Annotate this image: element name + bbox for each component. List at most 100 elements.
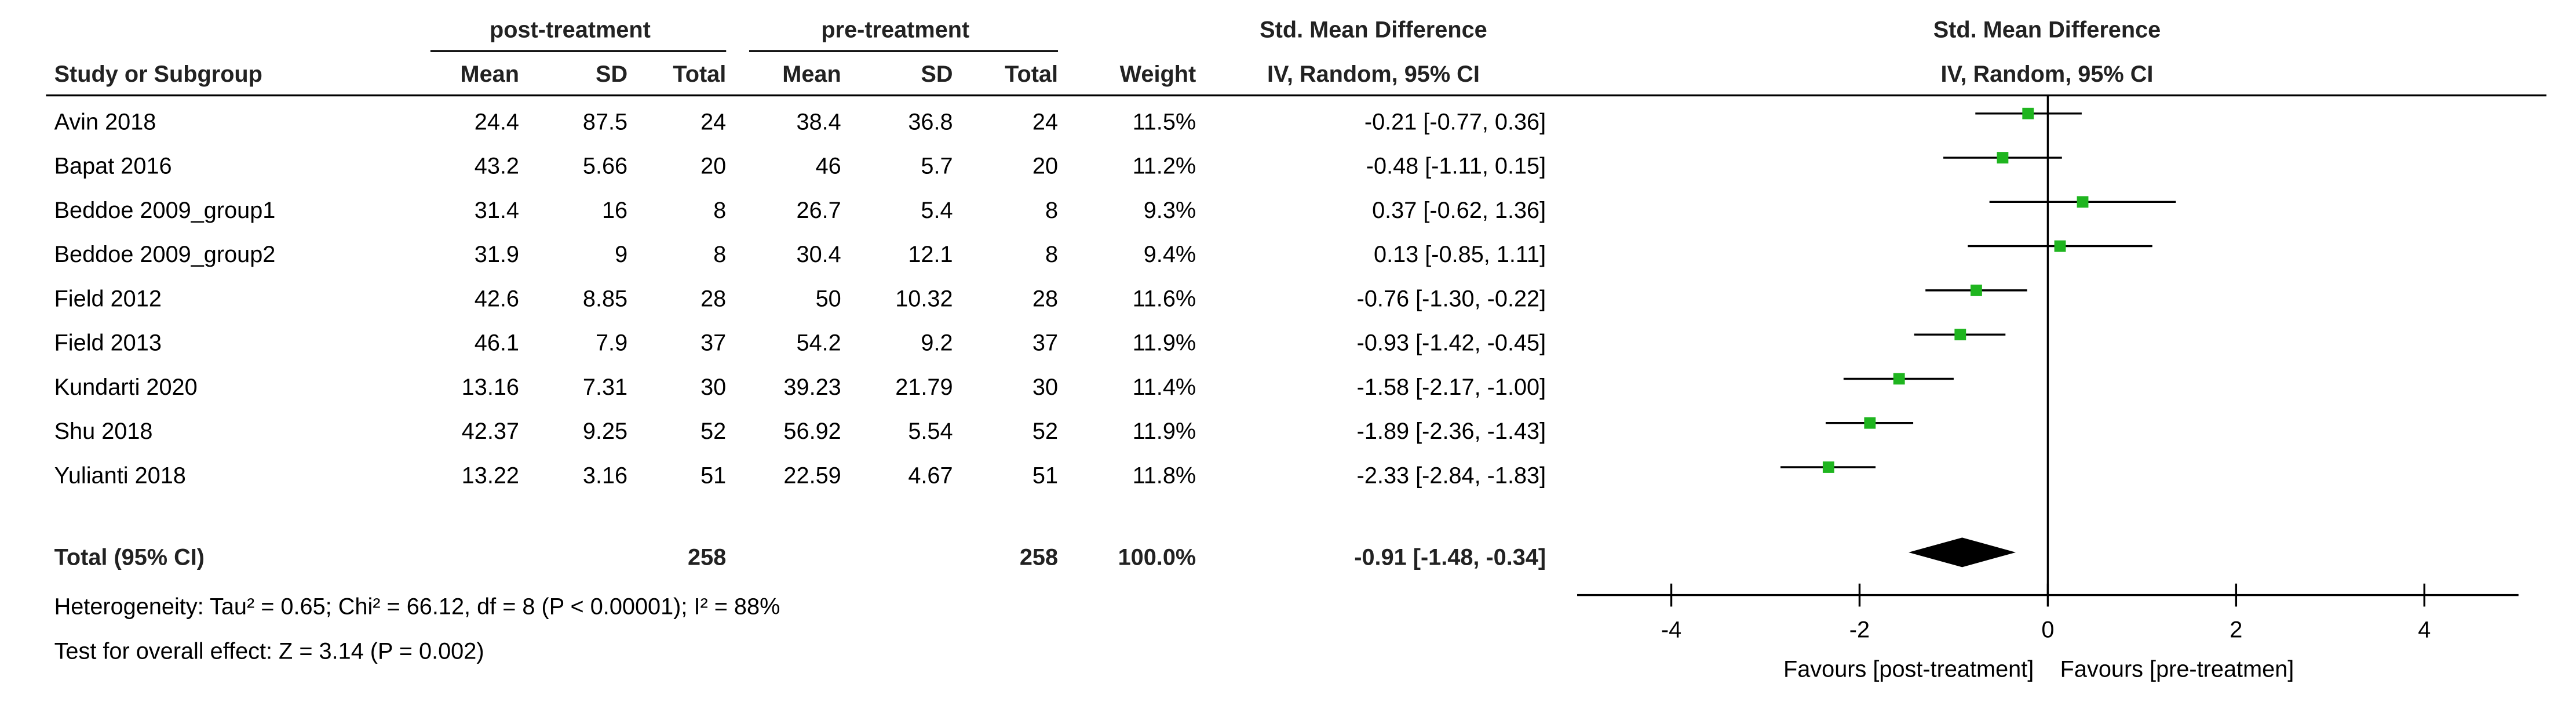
cell: 4.67 — [908, 463, 953, 488]
study-name: Bapat 2016 — [54, 154, 172, 179]
effect-marker — [1954, 329, 1966, 341]
cell: 52 — [700, 419, 726, 444]
plot-header: Std. Mean Difference — [1933, 17, 2161, 42]
study-name: Beddoe 2009_group2 — [54, 242, 276, 267]
cell: 9 — [615, 242, 627, 267]
cell: 8 — [713, 242, 726, 267]
cell: 24.4 — [475, 109, 519, 134]
study-name: Beddoe 2009_group1 — [54, 198, 276, 223]
cell: 9.2 — [921, 330, 953, 356]
cell: 51 — [700, 463, 726, 488]
column-header: Weight — [1120, 61, 1196, 87]
cell: 20 — [700, 154, 726, 179]
column-header: Total — [673, 61, 726, 87]
column-header: Total — [1005, 61, 1058, 87]
cell: 54.2 — [797, 330, 841, 356]
cell: 7.9 — [596, 330, 627, 356]
cell: 31.4 — [475, 198, 519, 223]
effect-marker — [1893, 373, 1905, 385]
column-header: Study or Subgroup — [54, 61, 262, 87]
cell: 9.25 — [583, 419, 627, 444]
effect-marker — [1970, 284, 1982, 296]
cell: 5.4 — [921, 198, 953, 223]
cell: 5.66 — [583, 154, 627, 179]
heterogeneity: Heterogeneity: Tau² = 0.65; Chi² = 66.12… — [54, 594, 780, 620]
cell: 28 — [1032, 286, 1058, 311]
weight: 11.9% — [1133, 330, 1196, 356]
cell: 8.85 — [583, 286, 627, 311]
weight: 11.6% — [1133, 286, 1196, 311]
x-label-left: Favours [post-treatment] — [1783, 656, 2034, 682]
effect-marker — [2077, 196, 2089, 208]
cell: 31.9 — [475, 242, 519, 267]
group-header: post-treatment — [490, 17, 651, 42]
cell: 28 — [700, 286, 726, 311]
total-pre: 258 — [1020, 545, 1058, 570]
study-name: Avin 2018 — [54, 109, 156, 134]
study-name: Kundarti 2020 — [54, 374, 198, 400]
ci-label: 0.13 [-0.85, 1.11] — [1374, 242, 1546, 267]
cell: 16 — [602, 198, 627, 223]
cell: 56.92 — [783, 419, 841, 444]
ci-label: -0.93 [-1.42, -0.45] — [1357, 330, 1546, 356]
total-weight: 100.0% — [1118, 545, 1196, 570]
cell: 21.79 — [895, 374, 953, 400]
total-ci-label: -0.91 [-1.48, -0.34] — [1354, 545, 1546, 570]
ci-label: -1.89 [-2.36, -1.43] — [1357, 419, 1546, 444]
total-post: 258 — [688, 545, 726, 570]
cell: 38.4 — [797, 109, 841, 134]
weight: 11.4% — [1133, 374, 1196, 400]
cell: 8 — [1045, 198, 1058, 223]
weight: 9.4% — [1144, 242, 1196, 267]
weight: 11.8% — [1133, 463, 1196, 488]
cell: 37 — [700, 330, 726, 356]
study-name: Field 2012 — [54, 286, 162, 311]
weight: 9.3% — [1144, 198, 1196, 223]
x-label-right: Favours [pre-treatmen] — [2060, 656, 2294, 682]
cell: 5.7 — [921, 154, 953, 179]
column-header: SD — [921, 61, 953, 87]
cell: 30 — [1032, 374, 1058, 400]
study-name: Shu 2018 — [54, 419, 153, 444]
total-diamond — [1908, 537, 2016, 568]
weight: 11.2% — [1133, 154, 1196, 179]
cell: 22.59 — [783, 463, 841, 488]
cell: 13.22 — [462, 463, 519, 488]
cell: 46 — [816, 154, 841, 179]
cell: 8 — [1045, 242, 1058, 267]
cell: 30 — [700, 374, 726, 400]
x-tick-label: 2 — [2230, 617, 2242, 642]
ci-label: -1.58 [-2.17, -1.00] — [1357, 374, 1546, 400]
x-tick-label: -2 — [1849, 617, 1870, 642]
cell: 36.8 — [908, 109, 953, 134]
column-header: Mean — [461, 61, 519, 87]
cell: 39.23 — [783, 374, 841, 400]
group-header: pre-treatment — [821, 17, 969, 42]
ci-label: -0.48 [-1.11, 0.15] — [1366, 154, 1546, 179]
cell: 87.5 — [583, 109, 627, 134]
effect-marker — [1822, 461, 1834, 473]
cell: 26.7 — [797, 198, 841, 223]
x-tick-label: 0 — [2041, 617, 2054, 642]
cell: 20 — [1032, 154, 1058, 179]
cell: 42.37 — [462, 419, 519, 444]
cell: 37 — [1032, 330, 1058, 356]
cell: 7.31 — [583, 374, 627, 400]
method-header: IV, Random, 95% CI — [1267, 61, 1480, 87]
cell: 24 — [1032, 109, 1058, 134]
ci-label: -0.76 [-1.30, -0.22] — [1357, 286, 1546, 311]
ci-label: 0.37 [-0.62, 1.36] — [1372, 198, 1546, 223]
cell: 50 — [816, 286, 841, 311]
ci-label: -0.21 [-0.77, 0.36] — [1364, 109, 1546, 134]
cell: 30.4 — [797, 242, 841, 267]
overall-effect: Test for overall effect: Z = 3.14 (P = 0… — [54, 638, 484, 664]
cell: 12.1 — [908, 242, 953, 267]
plot-method-header: IV, Random, 95% CI — [1941, 61, 2154, 87]
cell: 8 — [713, 198, 726, 223]
cell: 52 — [1032, 419, 1058, 444]
weight: 11.5% — [1133, 109, 1196, 134]
cell: 10.32 — [895, 286, 953, 311]
